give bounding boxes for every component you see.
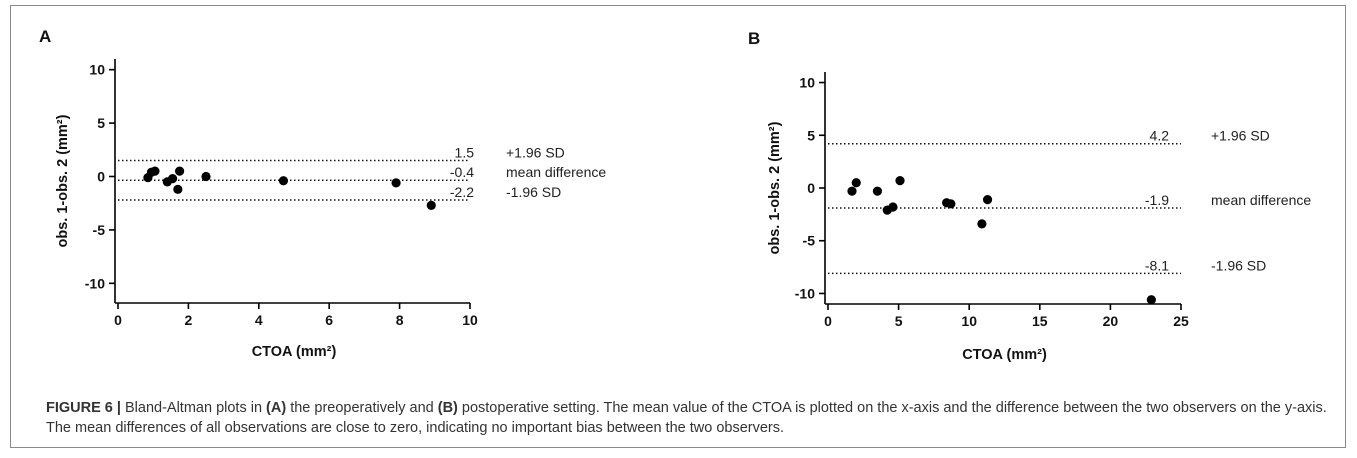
data-point xyxy=(946,199,956,209)
data-point xyxy=(167,174,178,184)
reference-value-label: -0.4 xyxy=(450,164,474,180)
reference-name-label: mean difference xyxy=(506,164,606,180)
chart-panel-a: A 10 5 0 -5 -10 0 2 4 6 8 10 CTOA (mm²) obs. 1-obs. 2… xyxy=(39,27,606,360)
caption-text-3: postoperative setting. The mean value of… xyxy=(46,400,1327,436)
y-tick-label: 0 xyxy=(807,180,815,196)
reference-name-label: +1.96 SD xyxy=(506,144,565,160)
reference-value-label: 1.5 xyxy=(455,144,475,160)
reference-name-label: -1.96 SD xyxy=(506,184,561,200)
y-axis-label: obs. 1-obs. 2 (mm²) xyxy=(767,121,783,254)
caption-ref-b: (B) xyxy=(437,400,458,416)
x-tick-label: 10 xyxy=(961,313,977,329)
data-point xyxy=(391,178,401,188)
caption-label: FIGURE 6 | xyxy=(46,400,121,416)
x-tick-label: 0 xyxy=(824,313,832,329)
caption-text-1: Bland-Altman plots in xyxy=(120,400,267,416)
data-point xyxy=(1146,295,1156,305)
data-point xyxy=(851,178,861,188)
y-tick-label: 10 xyxy=(799,75,815,91)
x-tick-label: 20 xyxy=(1103,313,1119,329)
data-point xyxy=(847,186,857,196)
x-tick-label: 2 xyxy=(185,312,193,328)
y-tick-label: 5 xyxy=(807,127,815,143)
y-axis-label: obs. 1-obs. 2 (mm²) xyxy=(55,114,71,247)
reference-value-label: 4.2 xyxy=(1150,128,1170,144)
chart-panel-b: B 10 5 0 -5 -10 0 5 10 15 20 25 CTOA (mm²) obs. 1-obs… xyxy=(748,29,1311,363)
y-tick-label: -10 xyxy=(795,285,815,301)
data-point xyxy=(201,171,211,182)
y-tick-label: -5 xyxy=(93,222,106,238)
data-point xyxy=(150,166,160,176)
x-tick-label: 6 xyxy=(325,312,333,328)
x-axis-label: CTOA (mm²) xyxy=(252,344,337,360)
x-tick-label: 15 xyxy=(1032,313,1048,329)
data-point xyxy=(426,200,436,210)
x-tick-label: 25 xyxy=(1173,313,1189,329)
reference-value-label: -8.1 xyxy=(1145,257,1169,273)
data-point xyxy=(173,184,183,194)
y-tick-label: 0 xyxy=(97,169,105,185)
data-point xyxy=(982,195,993,205)
panel-letter: B xyxy=(748,29,760,48)
data-point xyxy=(872,186,883,196)
x-axis-label: CTOA (mm²) xyxy=(962,347,1047,363)
x-tick-label: 10 xyxy=(462,312,478,328)
figure-caption: FIGURE 6 | Bland-Altman plots in (A) the… xyxy=(46,398,1336,438)
reference-name-label: -1.96 SD xyxy=(1211,257,1266,273)
x-tick-label: 5 xyxy=(895,313,903,329)
y-tick-label: -5 xyxy=(803,233,816,249)
caption-text-2: the preoperatively and xyxy=(286,400,438,416)
data-point xyxy=(977,219,987,229)
data-point xyxy=(895,176,905,186)
figure-frame: A 10 5 0 -5 -10 0 2 4 6 8 10 CTOA (mm²) obs. 1-obs. 2… xyxy=(10,5,1346,448)
caption-ref-a: (A) xyxy=(266,400,287,416)
x-tick-label: 4 xyxy=(255,312,263,328)
data-point xyxy=(175,166,185,176)
y-tick-label: -10 xyxy=(85,275,105,291)
figure-plots: A 10 5 0 -5 -10 0 2 4 6 8 10 CTOA (mm²) obs. 1-obs. 2… xyxy=(39,27,1311,363)
x-tick-label: 8 xyxy=(396,312,404,328)
y-tick-label: 5 xyxy=(97,115,105,131)
panel-letter: A xyxy=(39,27,51,46)
data-point xyxy=(888,202,898,212)
data-point xyxy=(278,176,289,186)
x-tick-label: 0 xyxy=(114,312,122,328)
reference-value-label: -2.2 xyxy=(450,184,474,200)
y-tick-label: 10 xyxy=(89,62,105,78)
reference-value-label: -1.9 xyxy=(1145,192,1169,208)
reference-name-label: +1.96 SD xyxy=(1211,128,1270,144)
reference-name-label: mean difference xyxy=(1211,192,1311,208)
